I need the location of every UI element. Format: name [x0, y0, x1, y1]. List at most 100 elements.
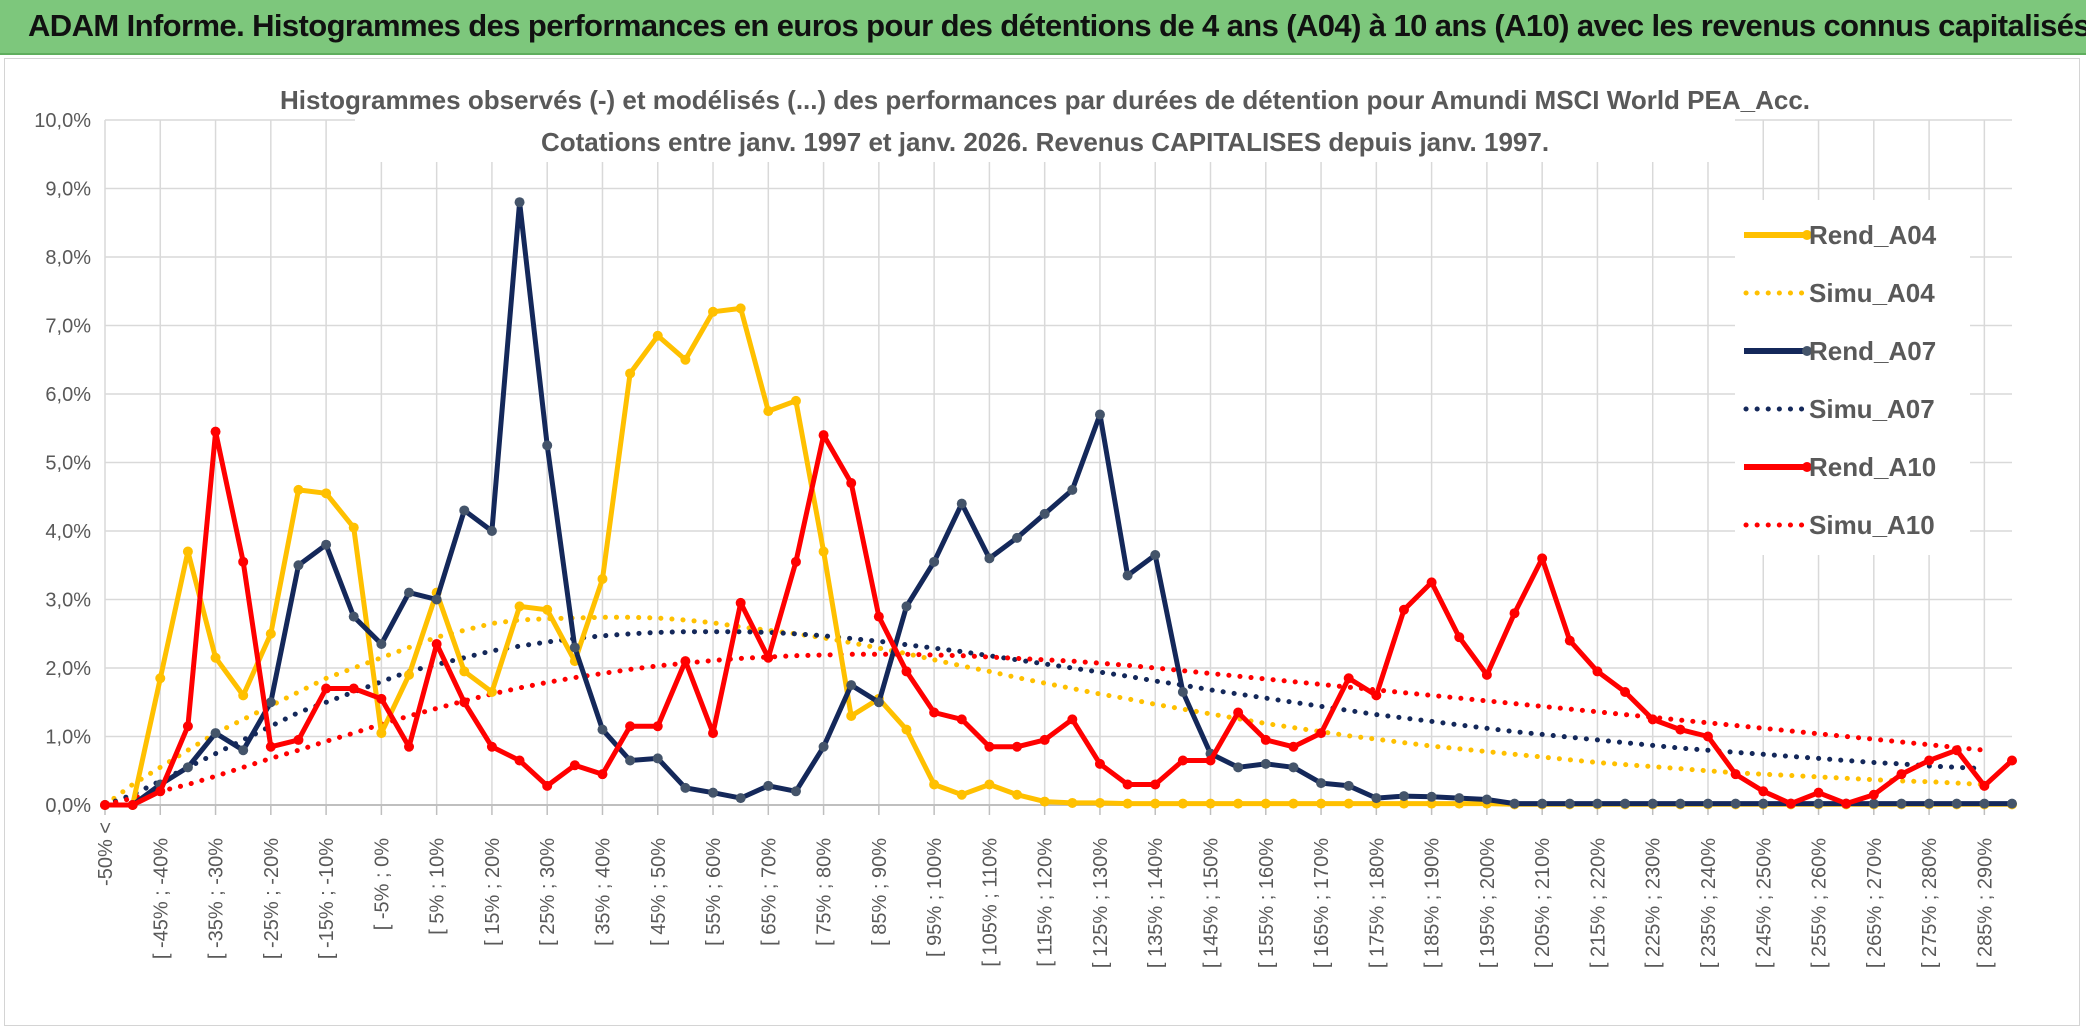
- x-tick-label: [ 85% ; 90%: [869, 838, 891, 946]
- data-point-rend-a04: [404, 669, 415, 680]
- data-point-rend-a07: [1426, 791, 1437, 802]
- data-point-rend-a07: [1371, 793, 1382, 804]
- data-point-rend-a07: [735, 793, 746, 804]
- data-point-rend-a10: [265, 741, 276, 752]
- data-point-rend-a07: [431, 594, 442, 605]
- data-point-rend-a10: [1647, 714, 1658, 725]
- data-point-rend-a10: [514, 755, 525, 766]
- data-point-rend-a10: [1205, 755, 1216, 766]
- data-point-rend-a07: [1979, 798, 1990, 809]
- data-point-rend-a07: [459, 505, 470, 516]
- data-point-rend-a07: [790, 786, 801, 797]
- data-point-rend-a07: [1233, 762, 1244, 773]
- data-point-rend-a04: [1150, 798, 1161, 809]
- x-tick-label: [ 245% ; 250%: [1753, 838, 1775, 968]
- y-tick-label: 2,0%: [45, 658, 91, 680]
- data-point-rend-a04: [956, 789, 967, 800]
- data-point-rend-a07: [210, 728, 221, 739]
- data-point-rend-a10: [1924, 755, 1935, 766]
- series-line-rend-a07: [105, 199, 2012, 808]
- data-point-rend-a07: [1758, 798, 1769, 809]
- data-point-rend-a04: [182, 546, 193, 557]
- data-point-rend-a10: [901, 666, 912, 677]
- data-point-rend-a04: [238, 690, 249, 701]
- data-point-rend-a04: [1398, 798, 1409, 809]
- data-point-rend-a10: [1371, 690, 1382, 701]
- data-point-rend-a07: [1067, 484, 1078, 495]
- x-tick-label: [ 155% ; 160%: [1256, 838, 1278, 968]
- x-tick-label: [ 25% ; 30%: [537, 838, 559, 946]
- data-point-rend-a07: [956, 498, 967, 509]
- data-point-rend-a07: [1012, 532, 1023, 543]
- data-point-rend-a04: [846, 710, 857, 721]
- data-point-rend-a07: [901, 601, 912, 612]
- x-tick-label: [ 235% ; 240%: [1698, 838, 1720, 968]
- data-point-rend-a04: [763, 406, 774, 417]
- data-point-rend-a07: [1730, 798, 1741, 809]
- data-point-rend-a10: [1620, 686, 1631, 697]
- x-tick-label: [ -15% ; -10%: [316, 838, 338, 959]
- data-point-rend-a07: [846, 680, 857, 691]
- data-point-rend-a07: [1343, 780, 1354, 791]
- legend-label: Rend_A10: [1809, 452, 1936, 482]
- data-point-rend-a07: [680, 782, 691, 793]
- legend-item-simu-a04: Simu_A04: [1743, 278, 1935, 308]
- series-line-simu-a07: [102, 629, 1987, 808]
- data-point-rend-a07: [1509, 798, 1520, 809]
- series-line-rend-a10: [105, 429, 2014, 808]
- x-tick-label: [ 15% ; 20%: [482, 838, 504, 946]
- grid: [104, 119, 2012, 805]
- data-point-rend-a10: [597, 769, 608, 780]
- data-point-rend-a10: [1868, 789, 1879, 800]
- series: [100, 197, 2017, 810]
- data-point-rend-a07: [929, 556, 940, 567]
- series-simu-a10: [102, 651, 1987, 808]
- x-tick-label: [ -5% ; 0%: [371, 838, 393, 930]
- data-point-rend-a10: [984, 741, 995, 752]
- chart-title: Histogrammes observés (-) et modélisés (…: [280, 85, 1810, 115]
- data-point-rend-a04: [652, 330, 663, 341]
- data-point-rend-a10: [2007, 755, 2017, 766]
- data-point-rend-a10: [1012, 741, 1023, 752]
- data-point-rend-a10: [735, 597, 746, 608]
- series-rend-a10: [100, 426, 2017, 810]
- data-point-rend-a10: [1675, 724, 1686, 735]
- data-point-rend-a04: [514, 601, 525, 612]
- data-point-rend-a10: [1316, 728, 1327, 739]
- data-point-rend-a07: [542, 440, 553, 451]
- x-tick-label: [ 105% ; 110%: [979, 838, 1001, 967]
- data-point-rend-a07: [763, 780, 774, 791]
- title-banner: ADAM Informe. Histogrammes des performan…: [0, 0, 2086, 55]
- x-tick-label: [ 275% ; 280%: [1919, 838, 1941, 968]
- y-tick-label: 6,0%: [45, 384, 91, 406]
- x-tick-label: [ 95% ; 100%: [924, 838, 946, 957]
- data-point-rend-a04: [1067, 797, 1078, 808]
- data-point-rend-a04: [597, 573, 608, 584]
- x-tick-label: [ 5% ; 10%: [427, 838, 449, 935]
- data-point-rend-a10: [1067, 714, 1078, 725]
- data-point-rend-a07: [376, 639, 387, 650]
- y-tick-label: 9,0%: [45, 179, 91, 201]
- x-tick-label: [ 185% ; 190%: [1422, 838, 1444, 968]
- y-tick-label: 10,0%: [34, 110, 91, 132]
- data-point-rend-a07: [569, 642, 580, 653]
- x-tick-label: [ -35% ; -30%: [206, 838, 228, 959]
- data-point-rend-a04: [210, 652, 221, 663]
- data-point-rend-a10: [1288, 741, 1299, 752]
- series-rend-a04: [100, 303, 2017, 810]
- data-point-rend-a10: [210, 426, 221, 437]
- data-point-rend-a07: [1592, 798, 1603, 809]
- y-tick-label: 0,0%: [45, 795, 91, 817]
- y-tick-label: 3,0%: [45, 590, 91, 612]
- x-tick-label: [ 135% ; 140%: [1145, 838, 1167, 968]
- data-point-rend-a07: [1675, 798, 1686, 809]
- data-point-rend-a10: [459, 697, 470, 708]
- data-point-rend-a10: [1039, 734, 1050, 745]
- legend-item-simu-a07: Simu_A07: [1743, 394, 1935, 424]
- data-point-rend-a07: [1316, 778, 1327, 789]
- data-point-rend-a10: [1979, 780, 1990, 791]
- data-point-rend-a04: [321, 488, 332, 499]
- legend-label: Rend_A04: [1809, 220, 1937, 250]
- data-point-rend-a04: [929, 779, 940, 790]
- banner-title: ADAM Informe. Histogrammes des performan…: [28, 8, 2086, 43]
